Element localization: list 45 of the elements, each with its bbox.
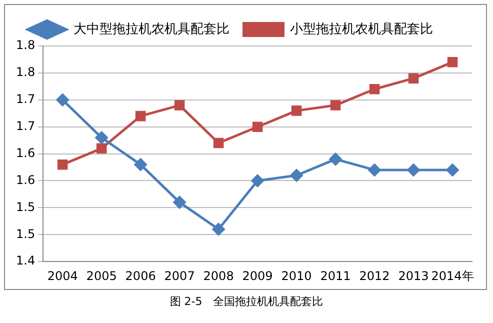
x-tick-label: 2012 — [359, 268, 390, 283]
x-tick-label: 2010 — [281, 268, 312, 283]
y-tick-label: 1.4 — [16, 254, 36, 268]
x-tick-label: 2006 — [125, 268, 156, 283]
x-tick-label: 2009 — [242, 268, 273, 283]
point — [330, 100, 341, 110]
point — [369, 84, 380, 94]
point — [134, 158, 147, 171]
point — [251, 174, 264, 187]
point — [174, 100, 185, 110]
caption: 图 2-5 全国拖拉机机具配套比 — [168, 294, 324, 309]
y-tick-label: 1.5 — [16, 226, 36, 241]
y-tick-label: 1.8 — [16, 65, 36, 80]
x-tick-label: 2004 — [47, 268, 78, 283]
point — [213, 138, 224, 148]
point — [57, 159, 68, 170]
point — [329, 152, 342, 166]
y-tick-label: 1.7 — [16, 92, 36, 106]
point — [446, 164, 459, 176]
x-tick-label: 2013 — [398, 268, 429, 283]
point — [290, 169, 303, 182]
point — [95, 131, 108, 144]
point — [96, 143, 107, 154]
y-tick-label: 1.6 — [16, 146, 36, 160]
point — [407, 164, 420, 176]
y-tick-label: 1.6 — [16, 172, 36, 187]
point — [173, 196, 186, 209]
y-tick-label: 1.8 — [16, 38, 36, 52]
y-tick-label: 1.7 — [16, 118, 36, 133]
point — [56, 94, 69, 106]
y-tick-label: 1.5 — [16, 200, 36, 214]
point — [408, 73, 419, 84]
point — [291, 106, 302, 116]
point — [135, 110, 146, 122]
legend-label: 大中型拖拉机农机具配套比 — [74, 22, 230, 37]
point — [212, 223, 225, 236]
point — [368, 164, 381, 176]
point — [252, 122, 263, 132]
legend-label: 小型拖拉机农机具配套比 — [290, 22, 433, 37]
x-tick-label: 2007 — [164, 268, 195, 283]
x-tick-label: 2005 — [86, 268, 117, 283]
x-tick-label: 2014年 — [431, 268, 474, 283]
x-tick-label: 2011 — [320, 268, 351, 283]
x-tick-label: 2008 — [203, 268, 234, 283]
point — [447, 57, 458, 68]
